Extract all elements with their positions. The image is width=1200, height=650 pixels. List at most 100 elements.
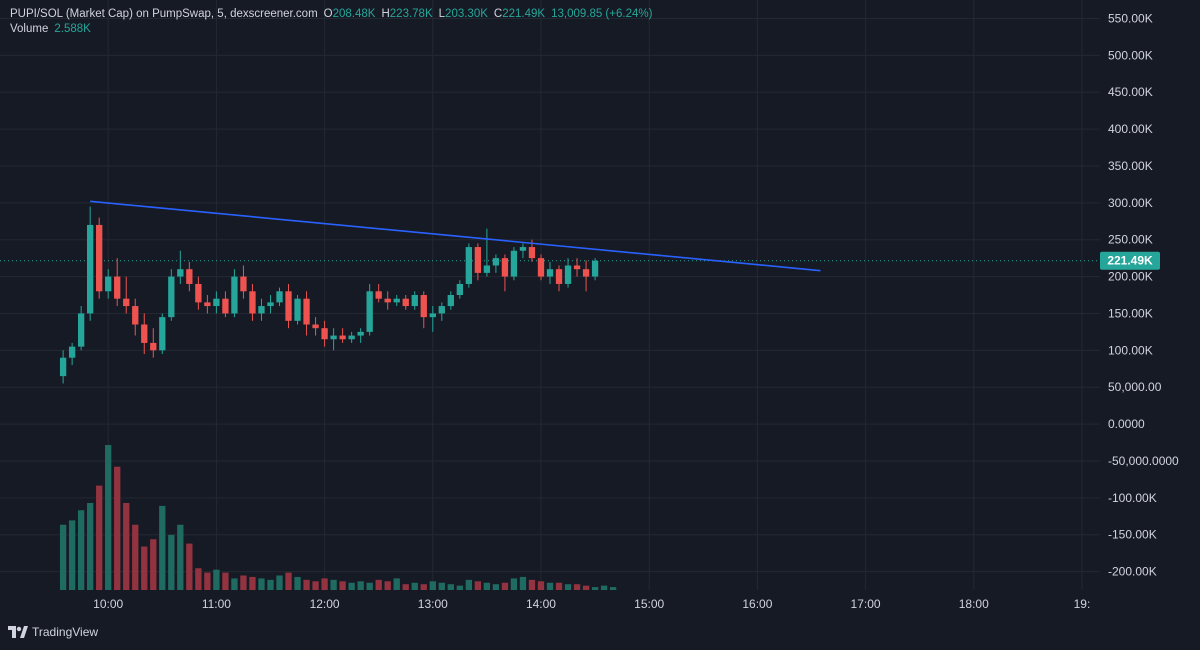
x-tick-label: 16:00 [742,597,772,611]
candle-body [321,328,328,340]
y-tick-label: 150.00K [1108,306,1153,320]
candle-body [528,247,536,259]
volume-bar [204,572,211,590]
candle-body [456,283,463,295]
candle-body [105,276,112,292]
volume-bar [357,581,364,590]
last-price-label: 221.49K [1107,254,1153,268]
volume-bar [600,585,608,590]
candle-body [276,291,283,303]
x-tick-label: 10:00 [93,597,123,611]
x-tick-label: 15:00 [634,597,664,611]
volume-bar [384,581,391,590]
volume-bar [231,578,238,590]
volume-bar [213,569,220,590]
candle-body [123,298,130,307]
candle-body [591,260,599,277]
candle-body [357,331,364,336]
volume-bar [77,510,85,590]
volume-bar [537,581,545,590]
volume-bar [582,585,590,590]
candle-body [519,247,527,251]
candle-body [294,298,301,321]
candle-body [150,342,157,351]
volume-bar [474,581,482,590]
candle-body [582,269,590,277]
ohlc-row: PUPI/SOL (Market Cap) on PumpSwap, 5, de… [10,7,658,22]
candle-body [564,265,572,284]
volume-bar [456,585,463,590]
candle-body [312,324,319,329]
y-tick-label: 0.0000 [1108,417,1145,431]
y-tick-label: -100.00K [1108,491,1157,505]
trendline[interactable] [90,200,821,272]
y-tick-label: 450.00K [1108,85,1153,99]
volume-bar [186,543,193,590]
candle-body [420,295,427,318]
low-value: 203.30K [445,8,488,20]
y-tick-label: 400.00K [1108,122,1153,136]
y-tick-label: 250.00K [1108,233,1153,247]
y-tick-label: -150.00K [1108,528,1157,542]
volume-bar [402,584,409,590]
candle-body [573,265,581,270]
high-key: H [381,8,390,20]
volume-bar [68,520,76,590]
close-value: 221.49K [502,8,546,20]
volume-bar [150,539,157,590]
candle-body [339,335,346,340]
candle-body [501,258,509,277]
volume-bar [420,584,427,590]
volume-bar [59,524,67,590]
volume-bar [555,582,563,590]
x-tick-label: 18:00 [959,597,989,611]
candle-body [249,291,256,314]
volume-bar [339,581,346,590]
x-tick-label: 11:00 [202,597,231,611]
tradingview-brand[interactable]: TradingView [8,625,98,639]
candle-body [366,291,373,332]
y-tick-label: 200.00K [1108,270,1153,284]
candle-body [537,258,545,277]
candle-body [393,298,400,303]
candle-body [411,295,418,307]
candle-body [87,224,94,314]
candle-body [402,298,409,307]
y-tick-label: 300.00K [1108,196,1153,210]
candle-body [114,276,121,299]
candle-body [159,317,166,351]
volume-label: Volume [10,23,49,35]
candle-body [132,306,139,325]
volume-bar [366,582,373,590]
candle-body [195,283,202,303]
candle-body [96,224,103,292]
candle-body [384,298,391,303]
candle-body [213,298,220,307]
volume-bar [393,578,400,590]
candle-body [429,313,436,318]
volume-bar [483,582,491,590]
volume-bar [303,579,310,590]
volume-bar [267,579,274,590]
volume-bar [330,579,337,590]
volume-bar [564,584,572,590]
candle-body [222,298,229,314]
candle-body [447,295,454,307]
volume-bar [447,584,454,590]
y-tick-label: 550.00K [1108,11,1153,25]
volume-bar [132,524,139,590]
low-key: L [438,8,446,20]
x-tick-label: 19: [1074,597,1091,611]
volume-bar [492,584,500,590]
candle-body [68,346,76,358]
x-tick-label: 17:00 [851,597,881,611]
volume-bar [276,575,283,590]
volume-bar [348,582,355,590]
x-tick-label: 13:00 [418,597,448,611]
candle-body [186,269,193,284]
volume-bar [177,524,184,590]
candle-body [348,335,355,340]
candle-body [240,276,247,292]
volume-bar [519,576,527,590]
